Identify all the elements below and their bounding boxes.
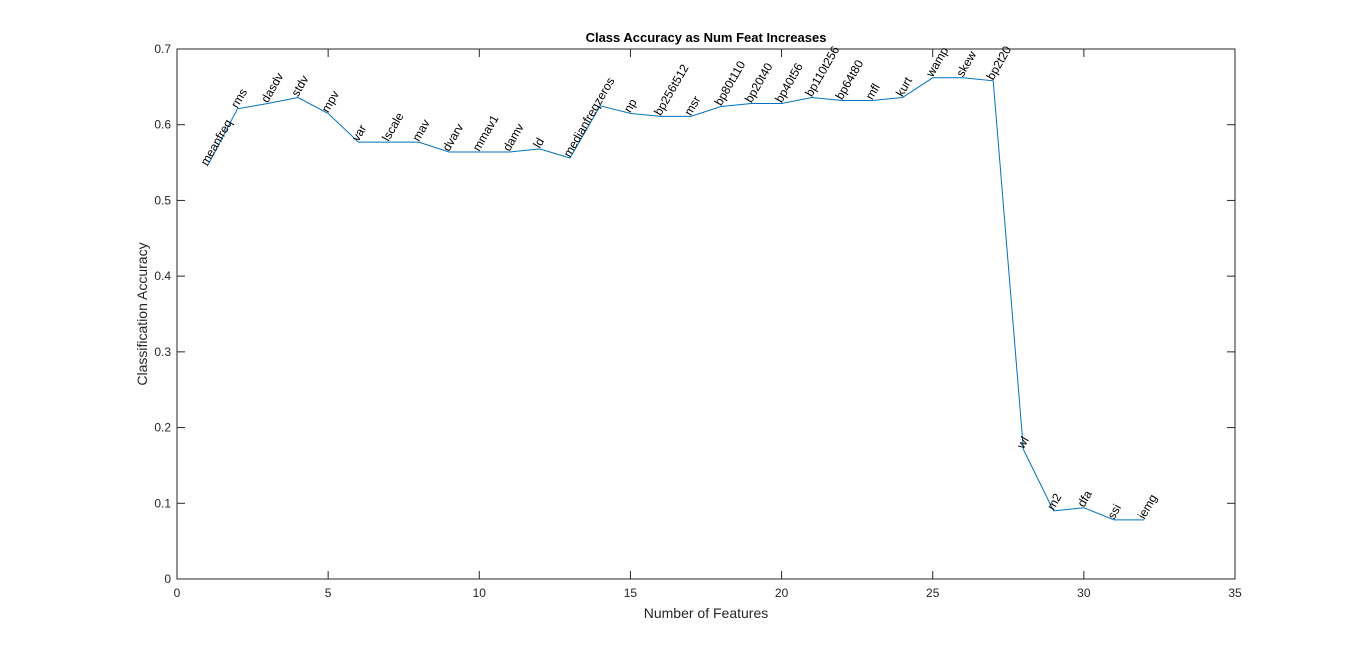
y-axis-ticks: 0 0.1 0.2 0.3 0.4 0.5 0.6 0.7 bbox=[154, 42, 1235, 586]
y-axis-label: Classification Accuracy bbox=[134, 242, 150, 385]
y-tick-label: 0 bbox=[164, 572, 171, 586]
point-label: ssi bbox=[1105, 502, 1124, 522]
plot-area: 0 5 10 15 20 25 30 35 00.10.20.30.40.50.60.7 me… bbox=[154, 42, 1242, 600]
x-tick-label: 15 bbox=[624, 586, 638, 600]
y-tick-label: 0.4 bbox=[154, 269, 171, 283]
x-axis-label: Number of Features bbox=[644, 605, 769, 621]
x-tick-label: 25 bbox=[926, 586, 940, 600]
y-tick-label: 0.5 bbox=[154, 193, 171, 207]
x-tick-label: 35 bbox=[1228, 586, 1242, 600]
point-label: mfl bbox=[863, 81, 883, 102]
x-tick-label: 30 bbox=[1077, 586, 1091, 600]
x-tick-label: 20 bbox=[775, 586, 789, 600]
y-tick-label: 0.1 bbox=[154, 496, 171, 510]
series-layer bbox=[206, 77, 1145, 521]
y-tick-label: 0.2 bbox=[154, 421, 171, 435]
x-axis-ticks: 0 5 10 15 20 25 30 35 bbox=[174, 49, 1242, 600]
y-tick-label: 0.7 bbox=[154, 42, 171, 56]
chart-title: Class Accuracy as Num Feat Increases bbox=[586, 30, 827, 45]
x-tick-label: 5 bbox=[325, 586, 332, 600]
point-label: np bbox=[621, 96, 640, 115]
x-tick-label: 10 bbox=[473, 586, 487, 600]
point-label: wl bbox=[1013, 434, 1031, 452]
x-tick-label: 0 bbox=[174, 586, 181, 600]
y-tick-label: 0.3 bbox=[154, 345, 171, 359]
y-tick-label: 0.6 bbox=[154, 118, 171, 132]
series-line bbox=[206, 77, 1145, 521]
